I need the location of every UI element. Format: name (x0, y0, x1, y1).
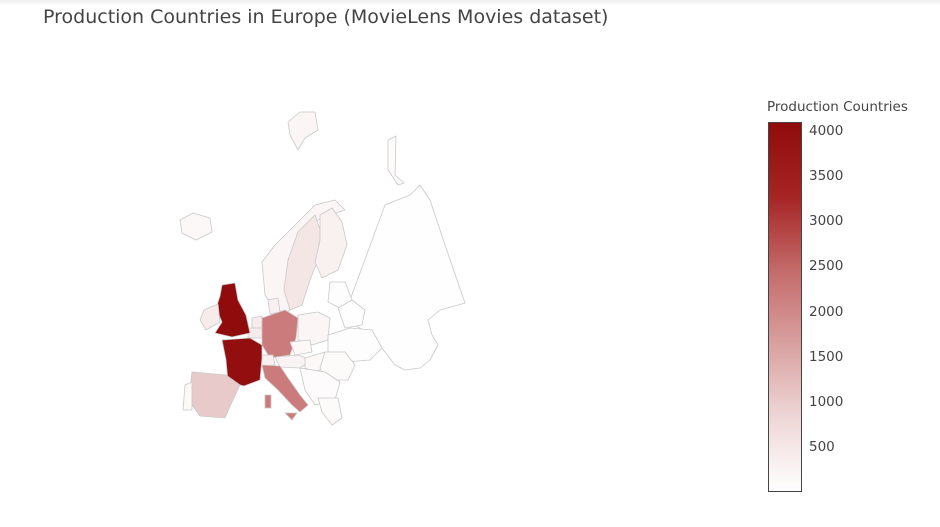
region-sicily (284, 412, 298, 421)
colorbar-tick-label: 3500 (809, 168, 844, 185)
colorbar-tick-label: 500 (809, 438, 835, 455)
region-finland (314, 207, 348, 279)
region-france (221, 337, 263, 387)
region-czech (289, 339, 313, 356)
colorbar-tick-label: 1500 (809, 348, 844, 365)
chart-title: Production Countries in Europe (MovieLen… (43, 6, 609, 28)
region-belarus (337, 299, 366, 329)
colorbar-tick-label: 2500 (809, 258, 844, 275)
colorbar-tick-label: 2000 (809, 303, 844, 320)
region-romania (319, 351, 356, 381)
colorbar-tick-label: 1000 (809, 393, 844, 410)
region-greece (317, 397, 343, 426)
region-netherlands (251, 315, 263, 329)
region-portugal (182, 381, 193, 411)
top-shade (0, 0, 940, 6)
region-poland (297, 311, 331, 346)
region-uk (214, 282, 251, 338)
region-novaya-zemlya (387, 135, 405, 186)
region-svalbard (287, 111, 319, 151)
region-sardinia (264, 394, 272, 409)
colorbar-tick-label: 3000 (809, 213, 844, 230)
region-italy (261, 364, 309, 413)
region-iceland (179, 212, 213, 241)
colorbar-title: Production Countries (767, 99, 908, 115)
region-germany (261, 309, 299, 359)
colorbar-tick-label: 4000 (809, 123, 844, 140)
region-denmark (267, 297, 281, 315)
region-ireland (199, 303, 221, 331)
region-sweden (283, 214, 323, 311)
colorbar (768, 122, 802, 492)
